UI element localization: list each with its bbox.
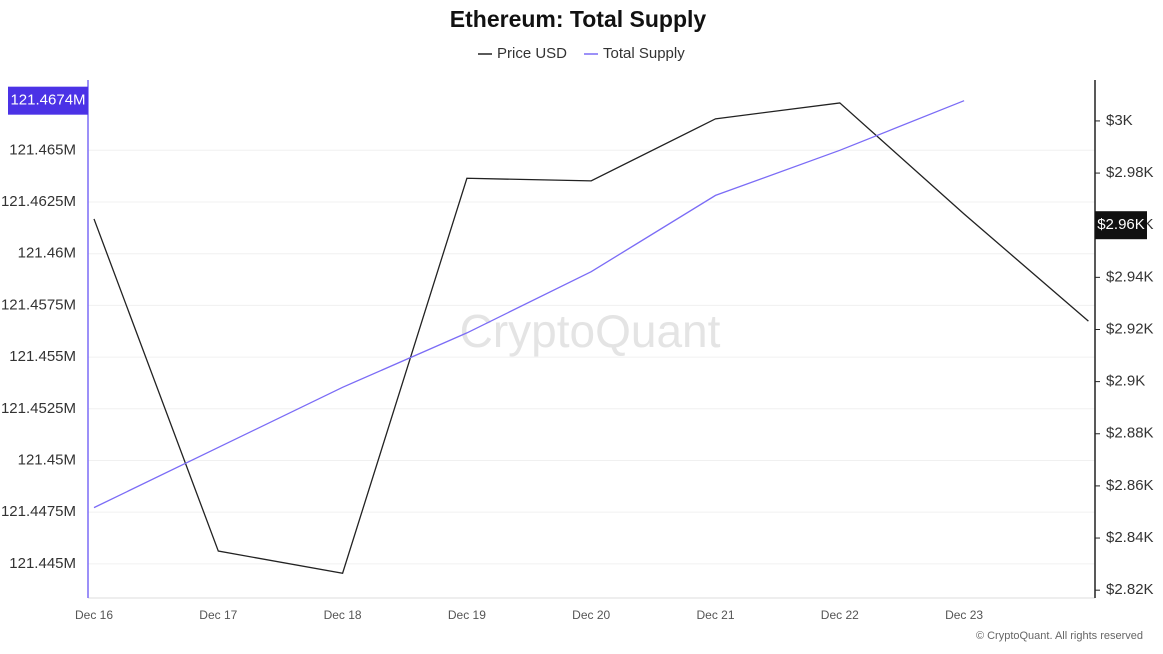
y2-tick-label: $2.84K	[1106, 529, 1154, 546]
line-series	[93, 102, 1089, 574]
x-tick-label: Dec 19	[448, 608, 486, 622]
x-tick-label: Dec 22	[821, 608, 859, 622]
legend-label: Total Supply	[603, 45, 685, 62]
line-series	[93, 100, 965, 509]
y-tick-label: 121.4475M	[1, 503, 76, 520]
y2-tick-label: $2.82K	[1106, 581, 1154, 598]
x-tick-label: Dec 16	[75, 608, 113, 622]
footer: © CryptoQuant. All rights reserved	[976, 630, 1143, 642]
y-tick-label: 121.45M	[18, 451, 76, 468]
x-tick-label: Dec 21	[696, 608, 734, 622]
y2-tick-label: $2.88K	[1106, 425, 1154, 442]
y2-tick-label: $2.92K	[1106, 320, 1154, 337]
x-tick-label: Dec 23	[945, 608, 983, 622]
y-tick-label: 121.4525M	[1, 400, 76, 417]
y2-tick-label: $3K	[1106, 112, 1133, 129]
y-tick-label: 121.4575M	[1, 296, 76, 313]
y-tick-label: 121.4625M	[1, 193, 76, 210]
y2-marker-box	[1095, 211, 1147, 240]
y2-tick-label: $2.98K	[1106, 164, 1154, 181]
y2-tick-label: $2.94K	[1106, 268, 1154, 285]
y-tick-label: 121.465M	[9, 141, 76, 158]
x-tick-label: Dec 20	[572, 608, 610, 622]
y2-marker-label: $2.96K	[1097, 216, 1145, 233]
y2-tick-label: $2.9K	[1106, 373, 1145, 390]
y-tick-label: 121.46M	[18, 245, 76, 262]
y2-tick-label: $2.86K	[1106, 477, 1154, 494]
x-tick-label: Dec 18	[324, 608, 362, 622]
legend-label: Price USD	[497, 45, 567, 62]
y-marker-box	[8, 86, 88, 115]
y-marker-label: 121.4674M	[10, 92, 85, 109]
chart-title: Ethereum: Total Supply	[450, 6, 707, 32]
watermark: CryptoQuant	[460, 305, 721, 357]
y-tick-label: 121.445M	[9, 555, 76, 572]
y-tick-label: 121.455M	[9, 348, 76, 365]
x-tick-label: Dec 17	[199, 608, 237, 622]
